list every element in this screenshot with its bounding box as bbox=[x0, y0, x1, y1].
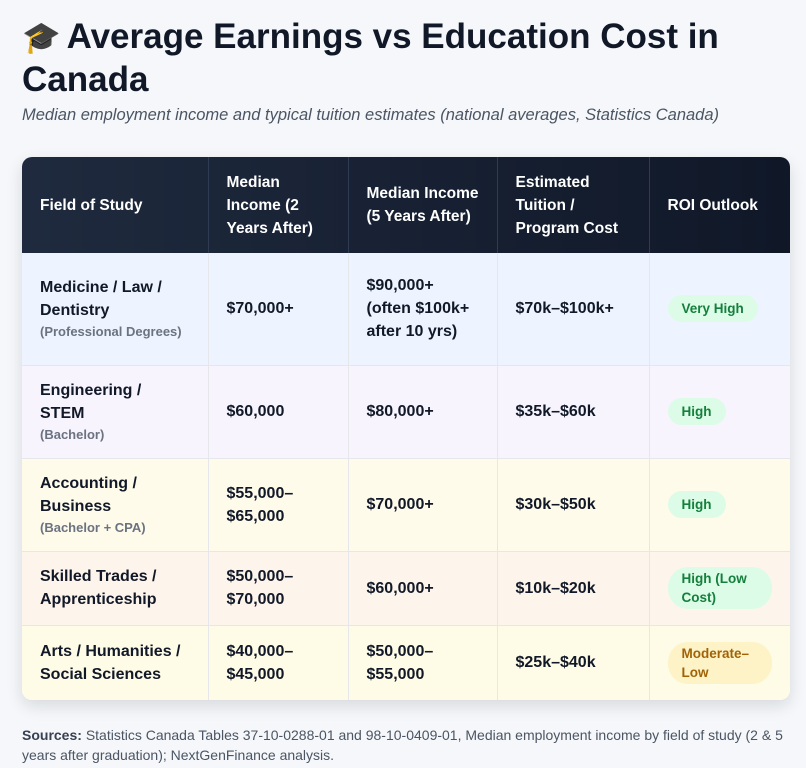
income-5yr-cell: $70,000+ bbox=[348, 458, 498, 552]
table-row: Accounting / Business (Bachelor + CPA) $… bbox=[22, 458, 790, 552]
tuition-cell: $70k–$100k+ bbox=[497, 253, 650, 366]
tuition-cell: $25k–$40k bbox=[497, 625, 650, 700]
roi-badge: Very High bbox=[667, 295, 758, 323]
sources-label: Sources: bbox=[22, 727, 82, 743]
income-2yr-cell: $40,000–$45,000 bbox=[208, 625, 349, 700]
column-header-income-2yr: Median Income (2 Years After) bbox=[208, 157, 349, 253]
roi-cell: Moderate–Low bbox=[649, 625, 790, 700]
roi-badge: High bbox=[667, 491, 726, 518]
income-5yr-cell: $50,000–$55,000 bbox=[348, 625, 498, 700]
tuition-cell: $35k–$60k bbox=[497, 365, 650, 459]
tuition-cell: $10k–$20k bbox=[497, 551, 650, 626]
field-note: (Bachelor + CPA) bbox=[40, 520, 146, 535]
sources-note: Sources: Statistics Canada Tables 37-10-… bbox=[22, 725, 792, 765]
table-row: Arts / Humanities / Social Sciences $40,… bbox=[22, 625, 790, 700]
field-name: Engineering / STEM bbox=[40, 382, 142, 422]
tuition-cell: $30k–$50k bbox=[497, 458, 650, 552]
roi-cell: High bbox=[649, 365, 790, 459]
field-name: Skilled Trades / Apprenticeship bbox=[40, 568, 157, 608]
table-header-row: Field of Study Median Income (2 Years Af… bbox=[22, 157, 790, 253]
field-name: Accounting / Business bbox=[40, 475, 137, 515]
roi-cell: High bbox=[649, 458, 790, 552]
field-name: Medicine / Law / Dentistry bbox=[40, 279, 162, 320]
column-header-tuition: Estimated Tuition / Program Cost bbox=[497, 157, 650, 253]
column-header-field: Field of Study bbox=[22, 157, 209, 253]
field-cell: Skilled Trades / Apprenticeship bbox=[22, 551, 209, 626]
field-cell: Arts / Humanities / Social Sciences bbox=[22, 625, 209, 700]
income-2yr-cell: $50,000–$70,000 bbox=[208, 551, 349, 626]
income-2yr-cell: $55,000–$65,000 bbox=[208, 458, 349, 552]
income-5yr-cell: $90,000+ (often $100k+ after 10 yrs) bbox=[348, 253, 498, 366]
income-2yr-cell: $60,000 bbox=[208, 365, 349, 459]
field-cell: Accounting / Business (Bachelor + CPA) bbox=[22, 458, 209, 552]
income-5yr-cell: $60,000+ bbox=[348, 551, 498, 626]
roi-cell: High (Low Cost) bbox=[649, 551, 790, 626]
field-note: (Bachelor) bbox=[40, 427, 105, 442]
income-2yr-cell: $70,000+ bbox=[208, 253, 349, 366]
roi-cell: Very High bbox=[649, 253, 790, 366]
field-note: (Professional Degrees) bbox=[40, 324, 182, 340]
income-5yr-cell: $80,000+ bbox=[348, 365, 498, 459]
table-row: Engineering / STEM (Bachelor) $60,000 $8… bbox=[22, 365, 790, 459]
field-cell: Engineering / STEM (Bachelor) bbox=[22, 365, 209, 459]
table-row: Skilled Trades / Apprenticeship $50,000–… bbox=[22, 551, 790, 626]
page-title: 🎓 Average Earnings vs Education Cost in C… bbox=[22, 16, 792, 101]
column-header-income-5yr: Median Income (5 Years After) bbox=[348, 157, 498, 253]
page-title-text: Average Earnings vs Education Cost in Ca… bbox=[22, 17, 719, 99]
field-name: Arts / Humanities / Social Sciences bbox=[40, 642, 181, 683]
graduation-cap-icon: 🎓 bbox=[22, 20, 61, 56]
table-row: Medicine / Law / Dentistry (Professional… bbox=[22, 253, 790, 366]
roi-badge: High (Low Cost) bbox=[667, 567, 772, 609]
roi-badge: Moderate–Low bbox=[667, 641, 772, 684]
page-subtitle: Median employment income and typical tui… bbox=[22, 106, 720, 124]
field-cell: Medicine / Law / Dentistry (Professional… bbox=[22, 253, 209, 366]
sources-text: Statistics Canada Tables 37-10-0288-01 a… bbox=[22, 727, 783, 763]
column-header-roi: ROI Outlook bbox=[667, 196, 758, 214]
earnings-table: Field of Study Median Income (2 Years Af… bbox=[22, 157, 790, 700]
roi-badge: High bbox=[667, 398, 726, 425]
earnings-table-card: Field of Study Median Income (2 Years Af… bbox=[22, 157, 790, 700]
